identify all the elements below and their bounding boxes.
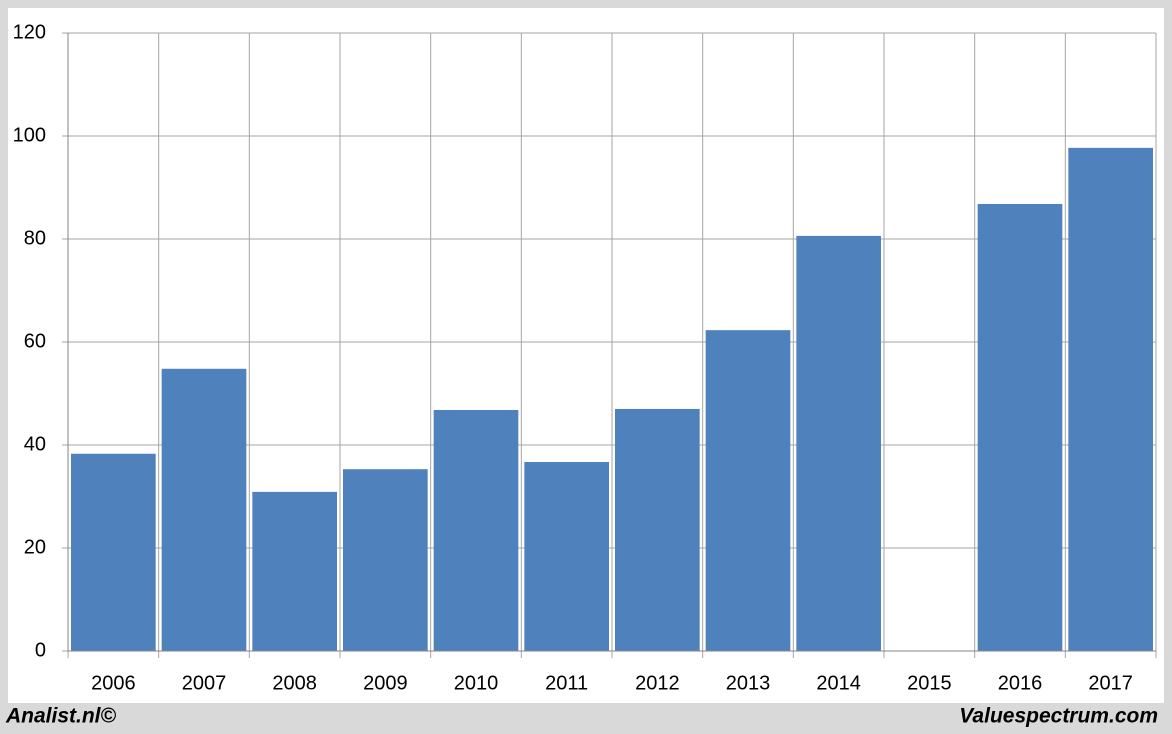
bar — [977, 203, 1063, 652]
bar — [524, 461, 609, 651]
y-tick-label: 120 — [13, 21, 46, 43]
bar — [161, 368, 247, 651]
x-tick-label: 2016 — [998, 672, 1043, 694]
y-tick-label: 40 — [24, 433, 46, 455]
bar — [615, 408, 700, 651]
x-tick-label: 2014 — [816, 672, 861, 694]
bar — [1068, 147, 1153, 651]
footer-right: Valuespectrum.com — [959, 705, 1158, 728]
x-tick-label: 2006 — [91, 672, 136, 694]
y-tick-label: 80 — [24, 227, 46, 249]
x-tick-label: 2011 — [545, 672, 588, 694]
bar — [433, 409, 519, 651]
x-tick-label: 2007 — [182, 672, 227, 694]
x-tick-label: 2008 — [272, 672, 317, 694]
bar — [705, 330, 791, 651]
footer-left: Analist.nl© — [5, 705, 117, 728]
bar — [796, 235, 881, 651]
bar — [71, 453, 156, 651]
y-tick-label: 100 — [13, 124, 46, 146]
x-tick-label: 2012 — [635, 672, 680, 694]
y-tick-label: 0 — [35, 639, 46, 661]
y-tick-label: 20 — [24, 536, 46, 558]
x-tick-label: 2013 — [726, 672, 771, 694]
x-tick-label: 2010 — [454, 672, 499, 694]
x-tick-label: 2017 — [1088, 672, 1133, 694]
y-tick-label: 60 — [24, 330, 46, 352]
x-tick-label: 2009 — [363, 672, 408, 694]
bar — [343, 469, 428, 651]
x-tick-label: 2015 — [907, 672, 952, 694]
bar — [252, 491, 337, 651]
